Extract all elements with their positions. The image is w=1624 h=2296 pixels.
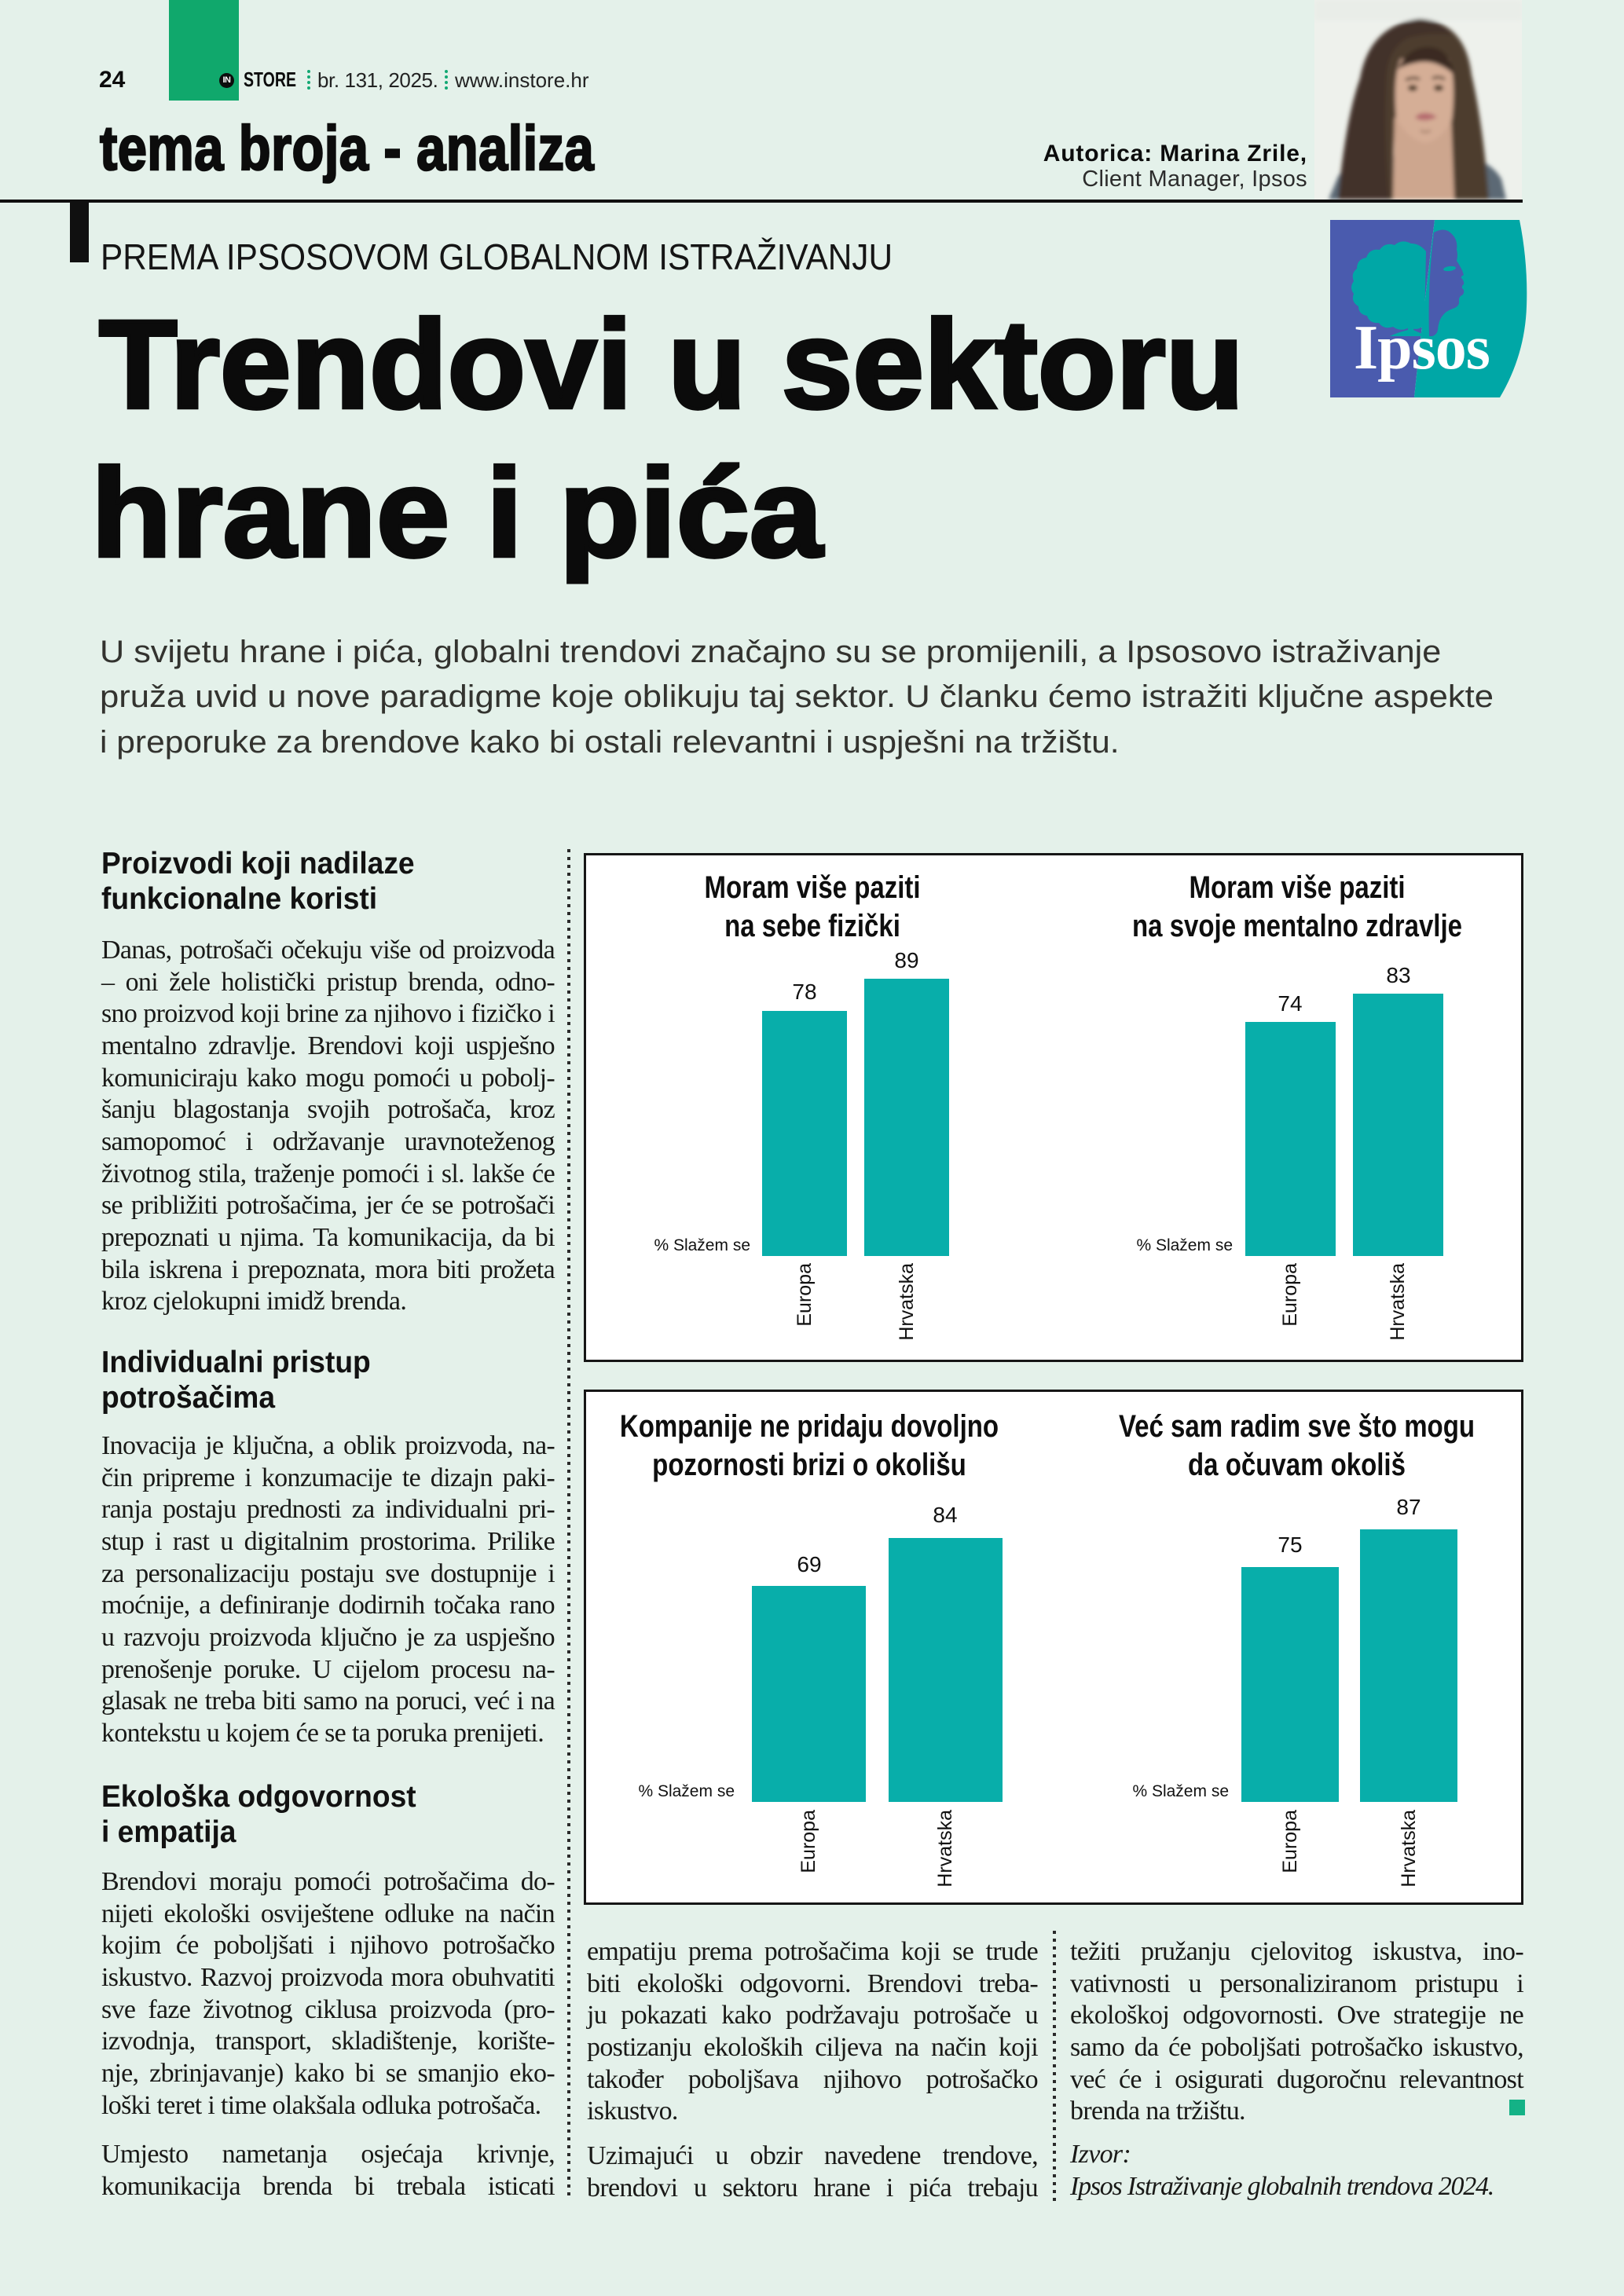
svg-text:Ipsos: Ipsos	[1354, 313, 1490, 383]
